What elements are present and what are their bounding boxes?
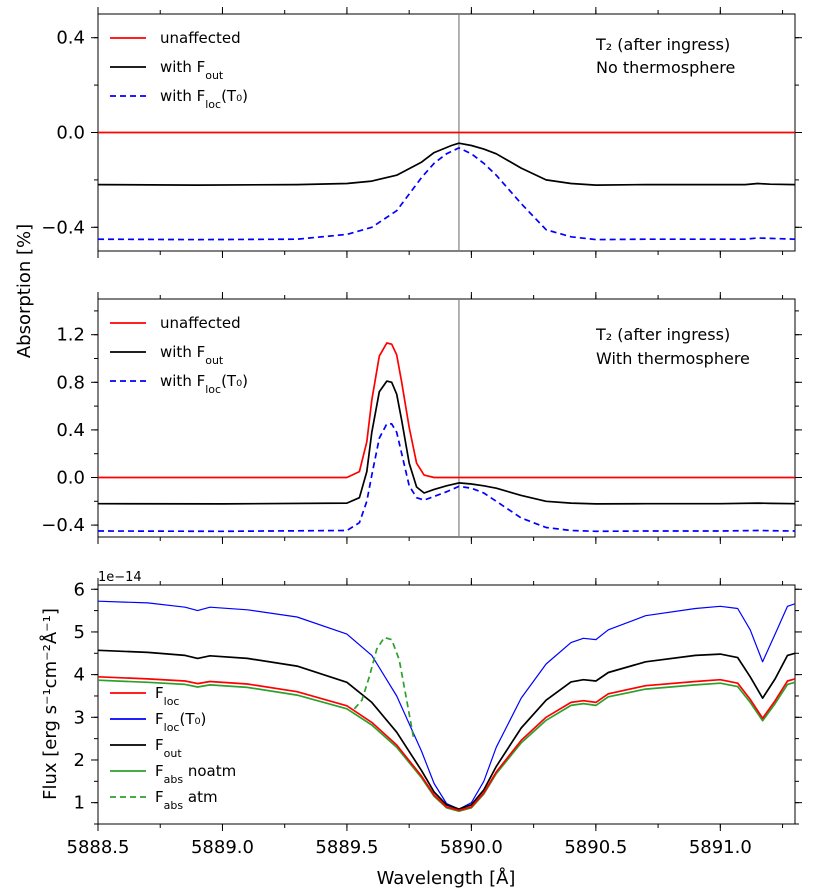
y-tick-label: 4 bbox=[74, 665, 85, 686]
legend: unaffected with Fout with Floc(T₀) bbox=[110, 314, 248, 396]
x-tick-label: 5891.0 bbox=[689, 837, 752, 858]
x-tick-label: 5890.0 bbox=[440, 837, 503, 858]
y-tick-label: 0.4 bbox=[56, 28, 85, 49]
legend-label-with-f-out: with Fout bbox=[160, 343, 224, 367]
series-line-unaffected bbox=[98, 342, 795, 479]
absorption-axis-label: Absorption [%] bbox=[14, 224, 35, 358]
bottom-panel: 1e−14 1 2 3 4 5 6 5888.5 5889.0 5889.5 5890.0 5890… bbox=[67, 570, 802, 858]
y-tick-label: 2 bbox=[74, 750, 85, 771]
middle-panel-frame bbox=[97, 298, 796, 538]
series-line-with-f-loc-t0 bbox=[98, 147, 795, 241]
top-panel: T₂ (after ingress) No thermosphere 0.4 0.… bbox=[41, 7, 802, 258]
legend-label-f-abs-atm: Fabs atm bbox=[155, 788, 218, 812]
legend-label-f-abs-noatm: Fabs noatm bbox=[155, 762, 236, 786]
y-tick-label: 1.2 bbox=[56, 325, 85, 346]
legend: unaffected with Fout with Floc(T₀) bbox=[110, 29, 248, 111]
middle-annotation-line1: T₂ (after ingress) bbox=[595, 325, 730, 344]
y-offset-text: 1e−14 bbox=[98, 570, 142, 585]
y-tick-label: −0.4 bbox=[41, 515, 85, 536]
x-tick-label: 5888.5 bbox=[67, 837, 130, 858]
x-tick-label: 5889.5 bbox=[315, 837, 378, 858]
y-tick-label: 3 bbox=[74, 707, 85, 728]
legend-label-f-loc-t: Floc(T₀) bbox=[155, 710, 206, 734]
y-tick-label: 0.0 bbox=[56, 468, 85, 489]
top-annotation-line1: T₂ (after ingress) bbox=[595, 35, 730, 54]
series-line-with-f-out bbox=[98, 380, 795, 505]
legend-label-with-f-loc-t: with Floc(T₀) bbox=[160, 372, 248, 396]
y-tick-label: 6 bbox=[74, 579, 85, 600]
flux-axis-label: Flux [erg s⁻¹cm⁻²Å⁻¹] bbox=[39, 608, 61, 800]
top-annotation-line2: No thermosphere bbox=[596, 58, 735, 77]
series-line-f-loc-t0 bbox=[98, 600, 795, 810]
legend-label-f-loc: Floc bbox=[155, 684, 179, 708]
y-tick-label: 0.8 bbox=[56, 372, 85, 393]
bottom-panel-frame bbox=[97, 584, 796, 825]
y-tick-label: 1 bbox=[74, 793, 85, 814]
series-line-f-loc bbox=[98, 675, 795, 812]
middle-panel: T₂ (after ingress) With thermosphere 1.2… bbox=[41, 292, 802, 544]
legend-label-with-f-loc-t: with Floc(T₀) bbox=[160, 87, 248, 111]
y-tick-label: 0.4 bbox=[56, 420, 85, 441]
x-tick-label: 5890.5 bbox=[564, 837, 627, 858]
series-line-with-f-loc-t0 bbox=[98, 423, 795, 533]
legend-label-unaffected: unaffected bbox=[160, 314, 241, 332]
x-tick-label: 5889.0 bbox=[191, 837, 254, 858]
series-line-f-out bbox=[98, 649, 795, 810]
y-tick-label: −0.4 bbox=[41, 217, 85, 238]
series-line-with-f-out bbox=[98, 142, 795, 186]
legend-label-with-f-out: with Fout bbox=[160, 58, 224, 82]
y-tick-label: 5 bbox=[74, 622, 85, 643]
middle-annotation-line2: With thermosphere bbox=[596, 349, 750, 368]
y-tick-label: 0.0 bbox=[56, 123, 85, 144]
legend-label-f-out: Fout bbox=[155, 736, 182, 760]
series-line-f-abs-atm bbox=[353, 636, 415, 741]
wavelength-axis-label: Wavelength [Å] bbox=[377, 867, 516, 889]
legend-label-unaffected: unaffected bbox=[160, 29, 241, 47]
